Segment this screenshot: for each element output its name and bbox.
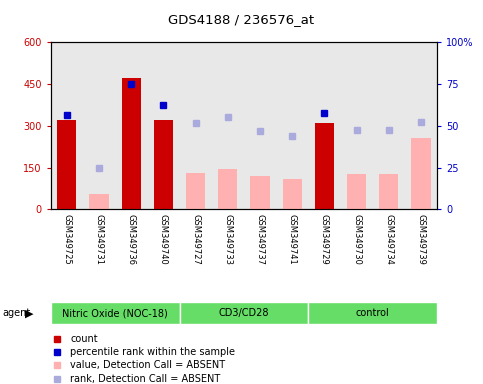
Bar [180,302,308,324]
Text: GSM349729: GSM349729 [320,214,329,265]
Bar [89,194,109,209]
Bar [51,302,180,324]
Text: GSM349733: GSM349733 [223,214,232,265]
Bar [315,123,334,209]
Bar [186,173,205,209]
Text: agent: agent [2,308,30,318]
Bar [379,174,398,209]
Bar [347,174,366,209]
Text: count: count [70,334,98,344]
Text: GSM349727: GSM349727 [191,214,200,265]
Text: percentile rank within the sample: percentile rank within the sample [70,347,235,357]
Bar [283,179,302,209]
Text: GSM349725: GSM349725 [62,214,71,265]
Text: value, Detection Call = ABSENT: value, Detection Call = ABSENT [70,360,225,370]
Bar [412,138,431,209]
Text: GSM349734: GSM349734 [384,214,393,265]
Text: GDS4188 / 236576_at: GDS4188 / 236576_at [169,13,314,26]
Bar [218,169,238,209]
Text: GSM349736: GSM349736 [127,214,136,265]
Text: CD3/CD28: CD3/CD28 [219,308,269,318]
Text: GSM349741: GSM349741 [288,214,297,265]
Text: control: control [356,308,390,318]
Text: GSM349731: GSM349731 [95,214,103,265]
Bar [308,302,437,324]
Text: GSM349737: GSM349737 [256,214,265,265]
Text: Nitric Oxide (NOC-18): Nitric Oxide (NOC-18) [62,308,168,318]
Bar [154,120,173,209]
Text: GSM349740: GSM349740 [159,214,168,265]
Bar [57,120,76,209]
Bar [250,176,270,209]
Text: ▶: ▶ [25,308,34,318]
Bar [122,78,141,209]
Text: GSM349739: GSM349739 [416,214,426,265]
Text: GSM349730: GSM349730 [352,214,361,265]
Text: rank, Detection Call = ABSENT: rank, Detection Call = ABSENT [70,374,220,384]
